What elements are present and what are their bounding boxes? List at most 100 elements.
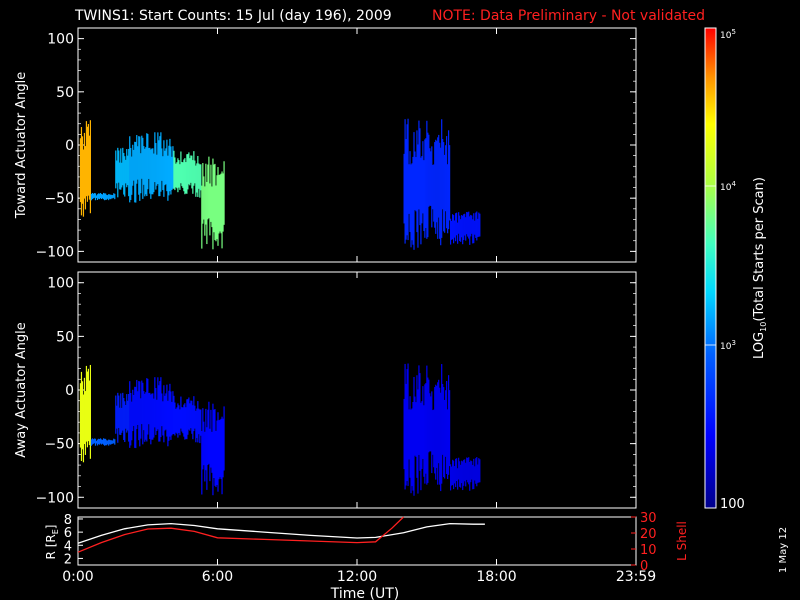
away-data-strip bbox=[445, 390, 447, 457]
chart-title: TWINS1: Start Counts: 15 Jul (day 196), … bbox=[74, 8, 392, 24]
away-data-strip bbox=[193, 396, 195, 432]
away-data-strip bbox=[453, 460, 455, 490]
toward-data-strip bbox=[200, 164, 202, 191]
away-data-strip bbox=[136, 379, 138, 430]
toward-data-strip bbox=[406, 124, 408, 236]
colorbar-label: LOG10(Total Starts per Scan) bbox=[752, 177, 768, 359]
away-data-strip bbox=[216, 420, 218, 485]
toward-data-strip bbox=[129, 136, 131, 203]
away-data-strip bbox=[146, 378, 148, 442]
toward-data-strip bbox=[83, 132, 86, 199]
toward-data-strip bbox=[420, 157, 422, 245]
away-data-strip bbox=[415, 402, 417, 457]
orbit-r-ylabel: R [RE] bbox=[44, 525, 60, 560]
toward-data-strip bbox=[460, 219, 462, 242]
toward-data-strip bbox=[414, 151, 416, 211]
away-data-strip bbox=[85, 365, 88, 442]
toward-data-strip bbox=[458, 212, 460, 234]
toward-data-strip bbox=[409, 151, 411, 233]
toward-data-strip bbox=[184, 158, 186, 195]
toward-ytick-label: −50 bbox=[44, 191, 74, 207]
toward-data-strip bbox=[222, 173, 224, 232]
toward-data-strip bbox=[119, 162, 121, 190]
toward-data-strip bbox=[427, 132, 429, 238]
toward-data-strip bbox=[104, 193, 106, 201]
away-data-strip bbox=[199, 409, 201, 444]
toward-data-strip bbox=[415, 157, 417, 212]
away-data-strip bbox=[203, 421, 205, 466]
away-data-strip bbox=[418, 365, 420, 455]
toward-data-strip bbox=[421, 156, 423, 224]
away-data-strip bbox=[420, 402, 422, 491]
away-data-strip bbox=[147, 378, 149, 435]
away-data-strip bbox=[189, 403, 191, 431]
away-data-strip bbox=[452, 459, 454, 486]
away-ytick-label: 50 bbox=[56, 329, 74, 345]
away-data-strip bbox=[217, 412, 219, 492]
away-data-strip bbox=[83, 377, 86, 445]
toward-data-strip bbox=[164, 150, 166, 186]
ticks-layer: 100 50 0 −50 −100 100 50 0 −50 −100 bbox=[36, 28, 637, 508]
away-data-strip bbox=[102, 438, 105, 445]
away-data-strip bbox=[93, 438, 96, 444]
toward-data-strip bbox=[471, 215, 473, 234]
toward-data-strip bbox=[205, 163, 207, 225]
away-data-strip bbox=[433, 409, 435, 468]
toward-data-strip bbox=[469, 216, 471, 245]
toward-data-strip bbox=[87, 123, 90, 196]
away-data-strip bbox=[174, 402, 176, 436]
toward-data-strip bbox=[211, 186, 213, 228]
away-data-strip bbox=[441, 364, 443, 484]
away-data-strip bbox=[90, 439, 92, 446]
away-data-strip bbox=[192, 405, 194, 440]
colorbar-tick-bottom: 100 bbox=[720, 497, 745, 512]
toward-data-strip bbox=[202, 163, 204, 224]
toward-data-strip bbox=[167, 155, 169, 201]
away-data-strip bbox=[118, 395, 120, 428]
away-data-strip bbox=[186, 399, 188, 440]
away-data-strip bbox=[94, 438, 97, 446]
away-data-strip bbox=[479, 459, 481, 483]
toward-data-strip bbox=[475, 212, 477, 238]
toward-data-strip bbox=[117, 147, 119, 198]
away-data-strip bbox=[137, 391, 139, 425]
orbit-lshell-ylabel: L Shell bbox=[675, 521, 689, 561]
toward-data-strip bbox=[206, 181, 208, 245]
away-data-strip bbox=[79, 383, 82, 448]
toward-data-strip bbox=[141, 135, 143, 179]
toward-data-strip bbox=[125, 159, 127, 184]
away-data-strip bbox=[142, 382, 144, 445]
away-data-strip bbox=[410, 409, 412, 494]
toward-data-strip bbox=[165, 148, 167, 185]
away-data-strip bbox=[198, 408, 200, 435]
away-ytick-label: −100 bbox=[36, 490, 74, 506]
x-axis-label: Time (UT) bbox=[330, 586, 399, 600]
away-data-strip bbox=[150, 394, 152, 445]
away-data-strip bbox=[169, 383, 171, 437]
toward-data-strip bbox=[477, 218, 479, 238]
toward-data-strip bbox=[209, 183, 211, 236]
away-data-strip bbox=[207, 409, 209, 465]
away-data-strip bbox=[449, 390, 451, 467]
toward-data-strip bbox=[82, 149, 85, 217]
x-tick-label: 0:00 bbox=[62, 569, 93, 585]
away-data-strip bbox=[471, 461, 473, 480]
away-data-strip bbox=[91, 438, 94, 445]
toward-data-strip bbox=[132, 144, 134, 186]
away-data-strip bbox=[219, 419, 221, 478]
toward-data-strip bbox=[95, 195, 98, 199]
toward-data-strip bbox=[404, 119, 406, 244]
toward-data-strip bbox=[115, 150, 117, 189]
away-data-strip bbox=[437, 382, 439, 485]
toward-data-strip bbox=[474, 220, 476, 235]
toward-data-strip bbox=[140, 153, 142, 194]
away-data-strip bbox=[132, 389, 134, 432]
away-data-strip bbox=[159, 381, 161, 442]
away-data-strip bbox=[112, 440, 114, 444]
away-data-strip bbox=[104, 438, 106, 446]
toward-data-strip bbox=[149, 147, 151, 194]
toward-data-strip bbox=[135, 141, 137, 203]
toward-data-strip bbox=[430, 151, 432, 206]
away-data-strip bbox=[448, 375, 450, 475]
